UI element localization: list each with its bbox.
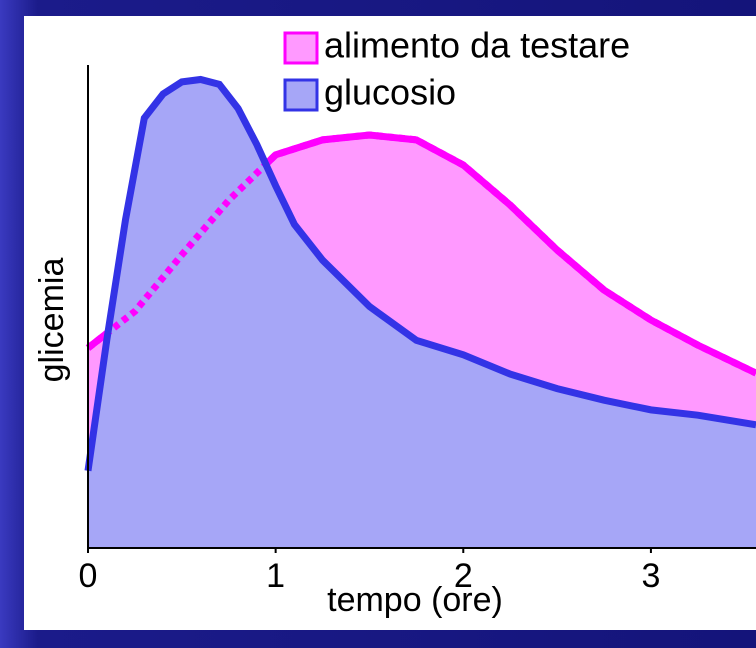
x-axis-label: tempo (ore) [327,581,503,619]
x-tick-label: 3 [641,557,660,595]
x-tick-label: 0 [79,557,98,595]
legend-label: alimento da testare [324,25,630,66]
legend-swatch [283,78,319,112]
y-axis-label: glicemia [33,258,71,383]
x-tick-label: 1 [266,557,285,595]
x-tick-label: 2 [454,557,473,595]
legend-swatch [283,31,319,65]
legend-label: glucosio [324,72,456,113]
series-line-dotted [85,131,756,377]
series-line [84,75,756,472]
area-fill [88,79,756,549]
